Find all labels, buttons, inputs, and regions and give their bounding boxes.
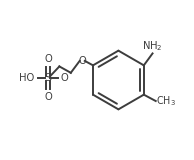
Text: HO: HO — [19, 73, 35, 83]
Text: NH$_2$: NH$_2$ — [142, 39, 163, 53]
Text: O: O — [78, 56, 86, 66]
Text: O: O — [44, 54, 52, 64]
Text: O: O — [60, 73, 68, 83]
Text: S: S — [44, 73, 52, 83]
Text: O: O — [44, 92, 52, 102]
Text: CH$_3$: CH$_3$ — [156, 94, 176, 108]
